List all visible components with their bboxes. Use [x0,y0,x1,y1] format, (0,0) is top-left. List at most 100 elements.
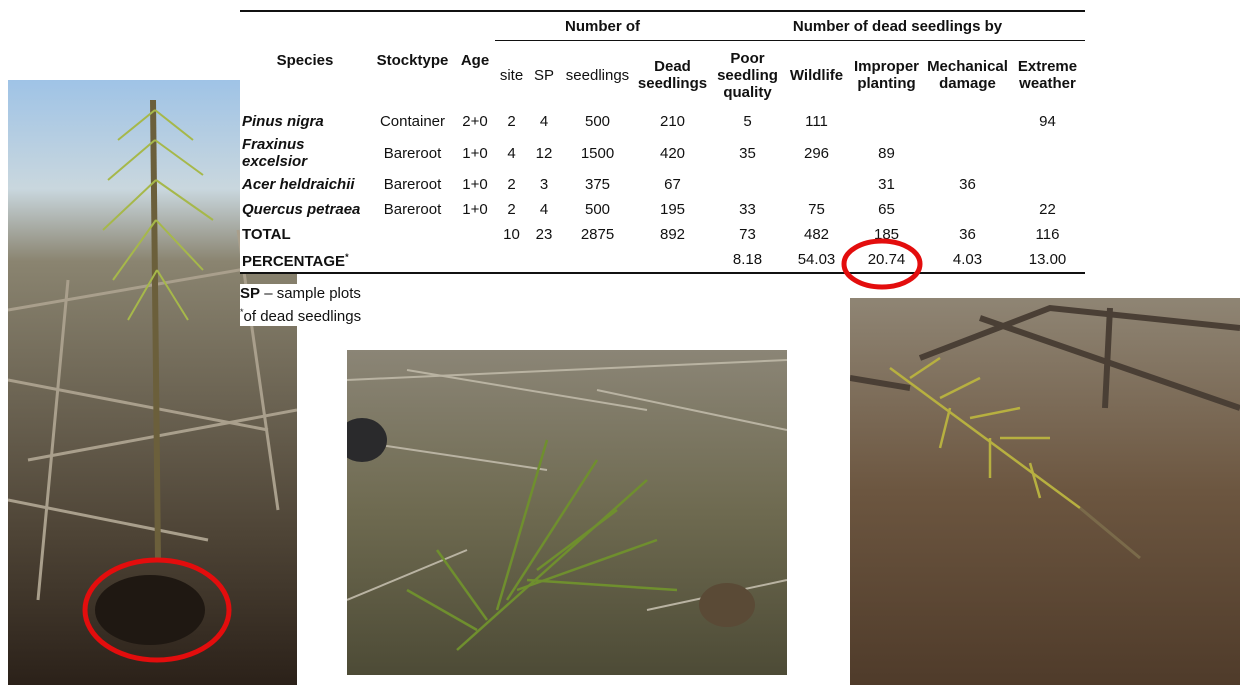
row-label: Quercus petraea [240,197,370,222]
table-cell: 33 [710,197,785,222]
table-cell [925,197,1010,222]
row-label: TOTAL [240,222,370,247]
data-table: Species Stocktype Age Number of Number o… [240,10,1085,274]
table-cell [785,172,848,197]
column-header: Age [455,11,495,109]
cone [699,583,755,627]
table-head: Species Stocktype Age Number of Number o… [240,11,1085,109]
table-row: TOTAL102328758927348218536116 [240,222,1085,247]
table-cell: 420 [635,134,710,172]
table-cell: 1+0 [455,197,495,222]
row-label: PERCENTAGE* [240,247,370,273]
column-header: Species [240,11,370,109]
table-cell: 2 [495,197,528,222]
table-cell: 892 [635,222,710,247]
table-cell: 3 [528,172,560,197]
table-cell [455,247,495,273]
table-cell: 2 [495,109,528,134]
table-cell: 54.03 [785,247,848,273]
table-cell: 1+0 [455,172,495,197]
group-header-row: Species Stocktype Age Number of Number o… [240,11,1085,41]
note-text: – sample plots [264,285,361,302]
table-cell: 4 [528,109,560,134]
table-cell [495,247,528,273]
table-cell: 31 [848,172,925,197]
note: SP – sample plots [240,284,361,303]
table-cell: Bareroot [370,134,455,172]
table-cell: 36 [925,172,1010,197]
table-cell: 4 [528,197,560,222]
column-header: Mechanical damage [925,41,1010,110]
column-header: Poor seedling quality [710,41,785,110]
table-cell [925,109,1010,134]
table-cell [560,247,635,273]
table-cell: 94 [1010,109,1085,134]
table-cell: 36 [925,222,1010,247]
column-header: Dead seedlings [635,41,710,110]
column-header: SP [528,41,560,110]
table-cell: 111 [785,109,848,134]
table-cell [925,134,1010,172]
table-notes: SP – sample plots *of dead seedlings [240,284,365,326]
table-cell: Container [370,109,455,134]
photo-right [850,298,1240,685]
table-cell: 13.00 [1010,247,1085,273]
table-cell: Bareroot [370,172,455,197]
table-cell: 1+0 [455,134,495,172]
table-cell [455,222,495,247]
table-cell: Bareroot [370,197,455,222]
photo-middle [347,350,787,675]
row-label: Acer heldraichii [240,172,370,197]
table-cell [635,247,710,273]
table-cell: 1500 [560,134,635,172]
note-text: of dead seedlings [244,308,362,325]
table-cell [848,109,925,134]
table-cell: 500 [560,109,635,134]
column-header: Extreme weather [1010,41,1085,110]
table-cell: 23 [528,222,560,247]
column-header: seedlings [560,41,635,110]
column-header: Improper planting [848,41,925,110]
table-cell [370,222,455,247]
column-header: Stocktype [370,11,455,109]
table-cell: 73 [710,222,785,247]
column-header: Wildlife [785,41,848,110]
table-cell: 8.18 [710,247,785,273]
table-cell: 5 [710,109,785,134]
table-cell: 20.74 [848,247,925,273]
table-cell: 4.03 [925,247,1010,273]
table-cell [370,247,455,273]
soil [95,575,205,645]
photo-background [850,298,1240,685]
table-cell: 195 [635,197,710,222]
table-cell: 2875 [560,222,635,247]
table-cell [1010,172,1085,197]
note-term: SP [240,285,260,302]
table-cell [1010,134,1085,172]
table-cell [710,172,785,197]
table-cell: 65 [848,197,925,222]
row-label: Pinus nigra [240,109,370,134]
footnote-mark: * [345,252,349,262]
table-cell: 2 [495,172,528,197]
table-cell: 296 [785,134,848,172]
slide: {"table": { "group_headers": ["Number of… [0,0,1240,685]
table-cell: 89 [848,134,925,172]
group-header: Number of [495,11,710,41]
table-cell: 12 [528,134,560,172]
table-cell: 210 [635,109,710,134]
row-label: Fraxinus excelsior [240,134,370,172]
table-row: Quercus petraeaBareroot1+024500195337565… [240,197,1085,222]
table-cell: 67 [635,172,710,197]
table-cell: 375 [560,172,635,197]
table-cell: 116 [1010,222,1085,247]
table-cell: 22 [1010,197,1085,222]
column-header: site [495,41,528,110]
table-cell [528,247,560,273]
group-header: Number of dead seedlings by [710,11,1085,41]
